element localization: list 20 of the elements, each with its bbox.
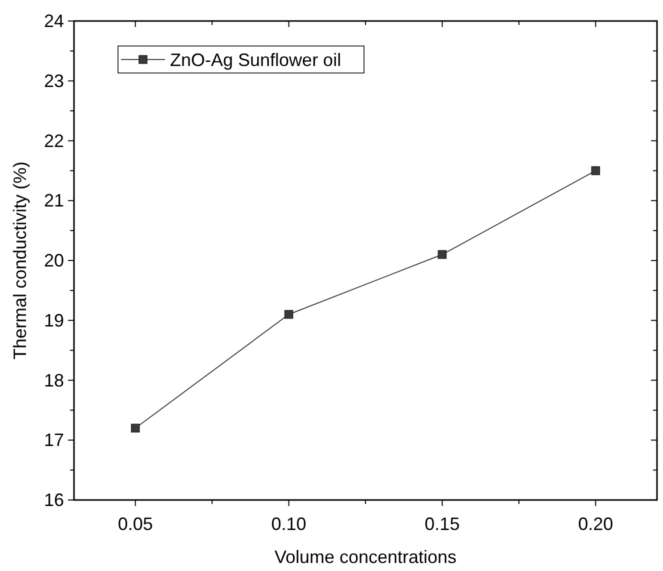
point bbox=[284, 310, 294, 319]
legend-label: ZnO-Ag Sunflower oil bbox=[170, 50, 342, 70]
y-tick-label: 20 bbox=[44, 250, 64, 270]
y-tick-label: 16 bbox=[44, 490, 64, 510]
x-axis-title: Volume concentrations bbox=[274, 547, 457, 567]
y-tick-label: 24 bbox=[44, 11, 64, 31]
y-tick-label: 21 bbox=[44, 190, 64, 211]
y-axis-title: Thermal conductivity (%) bbox=[10, 161, 30, 360]
y-tick-label: 19 bbox=[44, 310, 64, 330]
x-tick-label: 0.05 bbox=[118, 514, 153, 534]
x-tick-label: 0.10 bbox=[271, 514, 306, 534]
point bbox=[438, 250, 447, 259]
y-tick-label: 22 bbox=[44, 130, 64, 151]
point bbox=[130, 424, 140, 433]
point bbox=[591, 166, 600, 176]
x-tick-label: 0.20 bbox=[578, 514, 614, 534]
x-tick-label: 0.15 bbox=[424, 514, 460, 534]
y-tick-label: 18 bbox=[44, 370, 64, 390]
y-tick-label: 23 bbox=[44, 70, 64, 91]
y-tick-label: 17 bbox=[44, 430, 64, 450]
